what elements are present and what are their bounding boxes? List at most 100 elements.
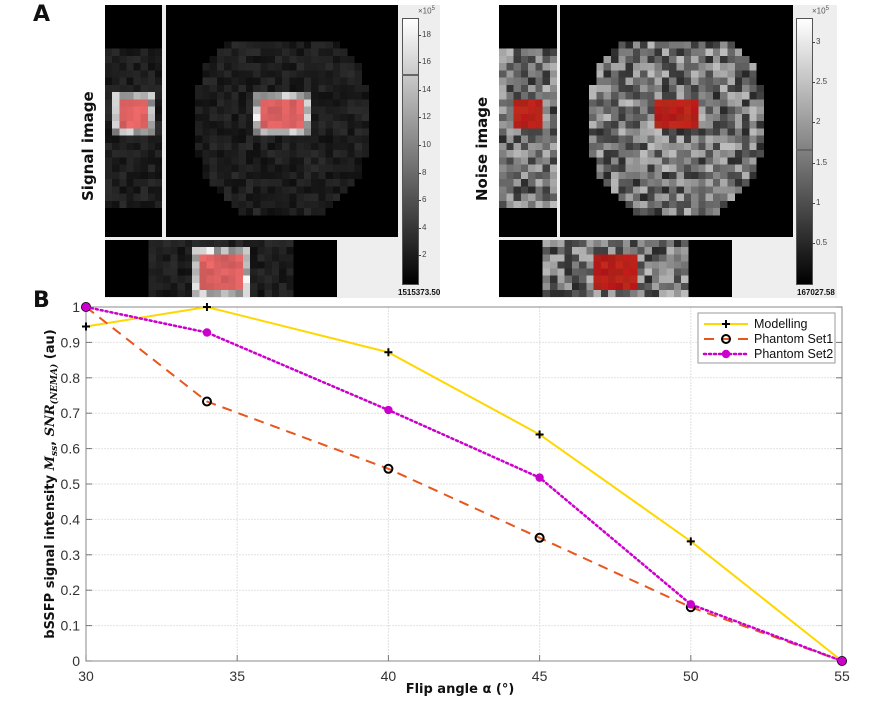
data-point <box>535 430 544 439</box>
noise-sagittal-view <box>499 5 557 237</box>
legend-entry: Phantom Set2 <box>702 347 833 361</box>
y-tick-label: 0 <box>72 653 80 669</box>
noise-colorbar-tick-mark <box>812 162 815 164</box>
noise-coronal-view <box>499 240 732 297</box>
x-tick-label: 55 <box>834 668 850 684</box>
data-point <box>686 600 695 609</box>
noise-axial-view <box>560 5 793 237</box>
noise-sagittal-canvas <box>499 5 557 237</box>
y-tick-label: 0.2 <box>61 582 81 598</box>
noise-colorbar <box>796 18 813 285</box>
data-point <box>534 532 545 543</box>
signal-axial-view <box>166 5 398 237</box>
y-axis-title-m: M <box>43 455 58 471</box>
signal-colorbar-tick-label: 2 <box>422 250 427 260</box>
data-point <box>384 405 393 415</box>
signal-colorbar-exponent: ×105 <box>418 6 435 16</box>
signal-colorbar-readout: 1515373.50 <box>398 288 441 297</box>
y-axis-title-snr: SNR <box>43 404 58 436</box>
x-tick-label: 45 <box>532 668 548 684</box>
y-tick-label: 0.9 <box>61 334 81 350</box>
noise-colorbar-exponent: ×105 <box>812 6 829 16</box>
signal-colorbar-tick-mark <box>418 34 421 36</box>
y-tick-label: 0.1 <box>61 618 81 634</box>
legend-entry: Phantom Set1 <box>704 332 833 346</box>
legend-marker <box>721 334 731 344</box>
signal-colorbar-tick-mark <box>418 172 421 174</box>
signal-colorbar-tick-mark <box>418 227 421 229</box>
panel-a-letter: A <box>33 2 51 27</box>
signal-image-label: Signal image <box>79 91 97 201</box>
series-phantom-set2 <box>81 302 847 666</box>
panel-b-letter: B <box>33 288 50 313</box>
y-tick-label: 0.6 <box>61 441 81 457</box>
y-tick-label: 0.8 <box>61 370 81 386</box>
noise-image-label: Noise image <box>473 96 491 201</box>
series-line <box>85 306 843 662</box>
signal-colorbar-exponent-power: 5 <box>431 6 435 12</box>
noise-colorbar-exponent-power: 5 <box>825 6 829 12</box>
y-axis-title-unit: (au) <box>43 329 58 363</box>
data-point <box>201 396 212 407</box>
data-point <box>384 348 393 357</box>
y-tick-label: 0.3 <box>61 547 81 563</box>
signal-axial-canvas <box>166 5 398 237</box>
signal-colorbar-tick-label: 10 <box>422 139 431 149</box>
data-point <box>686 537 695 546</box>
x-tick-label: 35 <box>229 668 245 684</box>
signal-coronal-canvas <box>105 240 337 297</box>
signal-colorbar-tick-mark <box>418 89 421 91</box>
legend-label: Phantom Set1 <box>754 332 833 346</box>
noise-colorbar-tick-mark <box>812 242 815 244</box>
noise-colorbar-tick-mark <box>812 122 815 124</box>
noise-colorbar-threshold-marker <box>796 148 812 151</box>
noise-colorbar-tick-label: 0.5 <box>816 237 828 247</box>
y-tick-label: 1 <box>72 299 80 315</box>
legend-marker <box>722 320 730 328</box>
signal-colorbar-tick-label: 14 <box>422 84 431 94</box>
x-axis-title: Flip angle α (°) <box>406 682 515 697</box>
x-axis-ticks: 30 35 40 45 50 55 <box>78 655 850 684</box>
x-tick-label: 30 <box>78 668 94 684</box>
signal-colorbar-tick-mark <box>418 144 421 146</box>
signal-colorbar-tick-label: 12 <box>422 112 431 122</box>
noise-colorbar-tick-label: 2.5 <box>816 77 828 87</box>
legend-marker <box>721 349 731 359</box>
noise-coronal-canvas <box>499 240 732 297</box>
signal-colorbar-tick-mark <box>418 62 421 64</box>
series-layer <box>81 302 847 666</box>
signal-colorbar-tick-label: 8 <box>422 167 427 177</box>
noise-colorbar-tick-mark <box>812 42 815 44</box>
noise-colorbar-tick-label: 2 <box>816 117 821 127</box>
data-point <box>82 322 90 331</box>
legend-label: Modelling <box>754 317 808 331</box>
y-tick-label: 0.5 <box>61 476 81 492</box>
y-axis-title-m-sub: ss <box>50 446 60 456</box>
series-line <box>84 305 844 663</box>
signal-colorbar-threshold-marker <box>402 73 418 76</box>
signal-colorbar-tick-mark <box>418 200 421 202</box>
signal-colorbar <box>402 18 419 285</box>
data-point <box>202 328 212 337</box>
signal-colorbar-exponent-base: ×10 <box>418 6 432 16</box>
data-point <box>837 656 847 666</box>
signal-colorbar-tick-label: 16 <box>422 57 431 67</box>
y-axis-title-snr-sub: (NEMA) <box>49 364 60 405</box>
legend-entry: Modelling <box>704 317 808 331</box>
noise-colorbar-tick-mark <box>812 202 815 204</box>
noise-colorbar-exponent-base: ×10 <box>812 6 826 16</box>
data-point <box>81 302 91 312</box>
y-axis-title-part: bSSFP signal intensity <box>43 470 58 638</box>
series-line <box>85 305 843 662</box>
signal-colorbar-tick-label: 4 <box>422 222 427 232</box>
signal-colorbar-tick-mark <box>418 255 421 257</box>
flip-angle-chart: 0 0.1 0.2 0.3 0.4 0.5 0.6 0.7 0.8 0.9 1 30 35 40 45 50… <box>43 299 850 697</box>
y-axis-ticks: 0 0.1 0.2 0.3 0.4 0.5 0.6 0.7 0.8 0.9 1 <box>61 299 842 669</box>
noise-colorbar-tick-label: 1 <box>816 197 821 207</box>
data-point <box>535 473 544 482</box>
noise-colorbar-tick-label: 1.5 <box>816 157 828 167</box>
legend-label: Phantom Set2 <box>754 347 833 361</box>
noise-colorbar-tick-mark <box>812 82 815 84</box>
signal-colorbar-tick-mark <box>418 117 421 119</box>
